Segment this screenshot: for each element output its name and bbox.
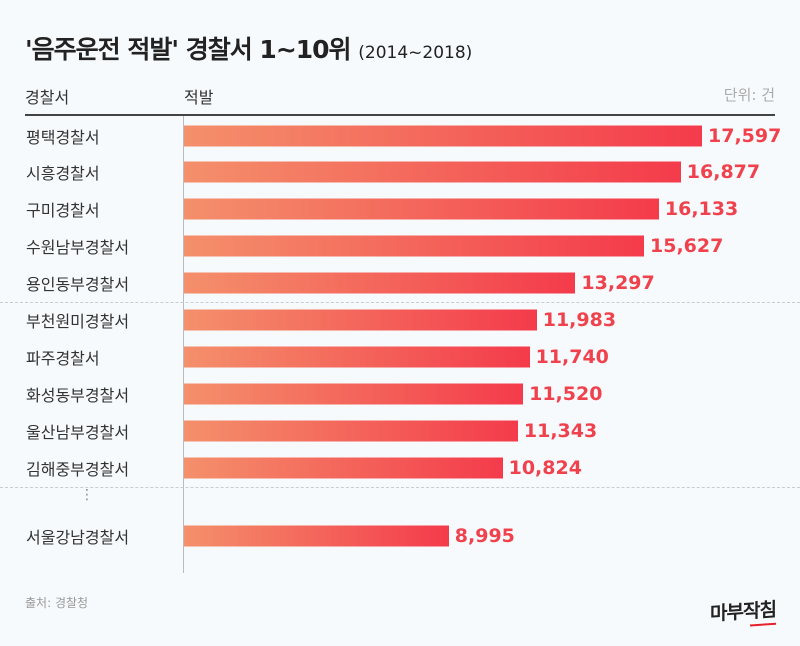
subtitle: (2014~2018) xyxy=(358,43,473,63)
category-header: 경찰서 xyxy=(25,88,70,107)
axis-line xyxy=(183,116,184,573)
value-label: 15,627 xyxy=(650,235,724,257)
category-label: 시흥경찰서 xyxy=(26,164,100,183)
ellipsis: ⋮ xyxy=(80,487,94,503)
category-label: 김해중부경찰서 xyxy=(26,460,130,479)
value-label: 16,877 xyxy=(686,161,761,183)
group-divider xyxy=(0,487,800,488)
bar xyxy=(184,420,518,442)
value-label: 13,297 xyxy=(581,272,655,294)
category-label: 파주경찰서 xyxy=(26,349,100,368)
value-label: 10,824 xyxy=(508,457,582,479)
value-label: 8,995 xyxy=(454,525,515,547)
group-divider xyxy=(0,302,800,303)
bar xyxy=(184,457,503,479)
category-label: 용인동부경찰서 xyxy=(26,275,130,294)
value-label: 11,520 xyxy=(529,383,603,405)
chart-title: '음주운전 적발' 경찰서 1~10위 (2014~2018) xyxy=(25,30,472,66)
category-label: 구미경찰서 xyxy=(26,201,100,220)
source-note: 출처: 경찰청 xyxy=(25,596,89,610)
value-label: 11,343 xyxy=(523,420,598,442)
logo: 마부작침 xyxy=(710,595,776,627)
bar xyxy=(184,346,530,368)
bar xyxy=(184,525,449,547)
header-divider xyxy=(25,114,775,116)
bar xyxy=(184,235,644,257)
category-label: 화성동부경찰서 xyxy=(26,386,130,405)
category-label: 수원남부경찰서 xyxy=(26,238,130,257)
category-label: 부천원미경찰서 xyxy=(26,312,130,331)
bar xyxy=(184,309,537,331)
value-label: 11,740 xyxy=(535,346,609,368)
value-header: 적발 xyxy=(184,88,214,107)
bar xyxy=(184,198,659,220)
value-label: 17,597 xyxy=(708,125,782,147)
category-label: 서울강남경찰서 xyxy=(26,528,130,547)
title-text: '음주운전 적발' 경찰서 1~10위 xyxy=(25,35,352,64)
category-label: 울산남부경찰서 xyxy=(26,423,130,442)
bar xyxy=(184,161,681,183)
category-label: 평택경찰서 xyxy=(26,128,100,147)
bar xyxy=(184,383,524,405)
bar xyxy=(184,125,702,147)
value-label: 16,133 xyxy=(664,198,739,220)
value-label: 11,983 xyxy=(542,309,617,331)
bar xyxy=(184,272,576,294)
unit-label: 단위: 건 xyxy=(723,86,775,104)
